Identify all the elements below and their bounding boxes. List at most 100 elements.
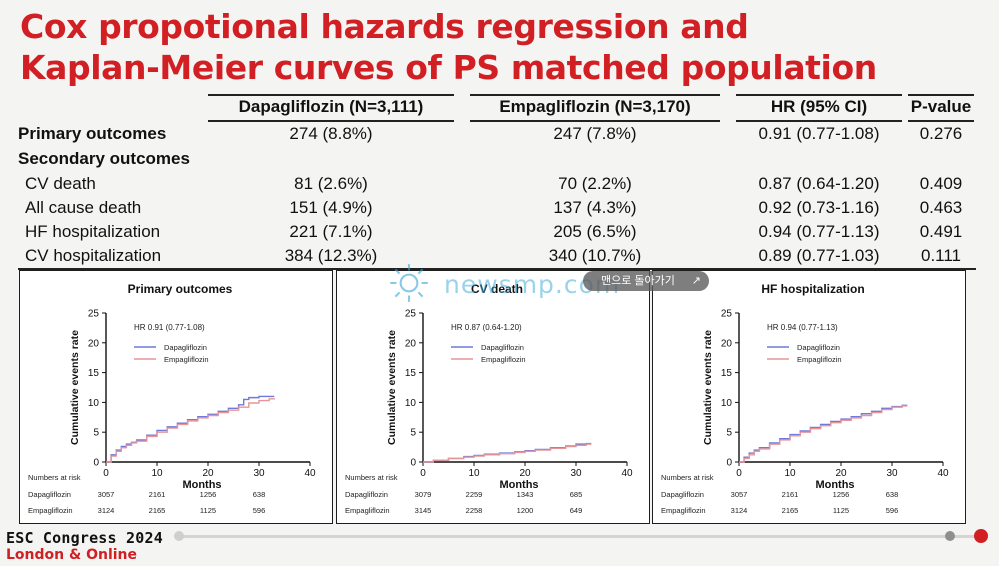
- row-label-all-cause-death: All cause death: [25, 198, 142, 217]
- risk-table-value: 2165: [782, 506, 799, 515]
- risk-table-value: 3079: [415, 490, 432, 499]
- risk-table-value: 2161: [149, 490, 166, 499]
- risk-table-value: 596: [886, 506, 899, 515]
- legend-label: Empagliflozin: [164, 355, 209, 364]
- y-tick-label: 5: [726, 428, 732, 439]
- table-bottom-rule: [18, 268, 976, 270]
- back-to-top-button[interactable]: 맨으로 돌아가기 ↗: [583, 271, 709, 291]
- x-axis-label: Months: [182, 479, 221, 491]
- risk-table-row-label: Dapagliflozin: [28, 490, 71, 499]
- col-header-hr: HR (95% CI): [770, 97, 868, 116]
- row-label-primary: Primary outcomes: [18, 124, 167, 143]
- km-curve-empagliflozin: [423, 443, 592, 463]
- x-tick-label: 30: [253, 468, 265, 479]
- risk-table-value: 2258: [466, 506, 483, 515]
- header-bottom-rule: [736, 120, 902, 122]
- risk-table-value: 3124: [98, 506, 115, 515]
- cell-empa-primary: 247 (7.8%): [553, 124, 637, 143]
- y-tick-label: 15: [721, 368, 733, 379]
- km-panel-hf-hospitalization: HF hospitalization 0 5 10 15 20 25 0 10 20 30 40 Mon…: [652, 270, 966, 524]
- y-tick-label: 15: [405, 368, 417, 379]
- km-curve-empagliflozin: [739, 405, 908, 463]
- row-label-hf-hospitalization: HF hospitalization: [25, 222, 161, 241]
- risk-table-value: 638: [253, 490, 266, 499]
- risk-table-value: 638: [886, 490, 899, 499]
- risk-table-row-label: Dapagliflozin: [345, 490, 388, 499]
- slide-progress-start-dot[interactable]: [174, 531, 184, 541]
- risk-table-value: 1343: [517, 490, 534, 499]
- legend-label: Empagliflozin: [481, 355, 526, 364]
- x-tick-label: 10: [784, 468, 796, 479]
- y-axis-label: Cumulative events rate: [69, 330, 81, 445]
- cell-dapa-primary: 274 (8.8%): [289, 124, 373, 143]
- km-panel-primary: Primary outcomes 0 5 10 15 20 25 0 10 20 30 40 Month…: [19, 270, 333, 524]
- km-chart-cv-death: CV death 0 5 10 15 20 25 0 10 20 30 40 Months Cumulat…: [345, 282, 633, 515]
- y-tick-label: 0: [726, 458, 732, 469]
- slide-progress-dot[interactable]: [945, 531, 955, 541]
- x-tick-label: 0: [103, 468, 109, 479]
- risk-table-value: 3057: [731, 490, 748, 499]
- legend-label: Dapagliflozin: [164, 343, 207, 352]
- outcomes-table: Dapagliflozin (N=3,111) Empagliflozin (N…: [18, 94, 976, 270]
- cell-p-cv-hospitalization: 0.111: [920, 246, 962, 265]
- risk-table-value: 1125: [200, 506, 216, 515]
- cell-hr-all-cause-death: 0.92 (0.73-1.16): [758, 198, 880, 217]
- cell-dapa-hf-hospitalization: 221 (7.1%): [289, 222, 373, 241]
- risk-table-value: 3057: [98, 490, 115, 499]
- km-chart-primary-outcomes: Primary outcomes 0 5 10 15 20 25 0 10 20 30 40 Month…: [28, 282, 316, 515]
- risk-table-value: 2161: [782, 490, 799, 499]
- row-label-cv-death: CV death: [25, 174, 96, 193]
- cell-p-all-cause-death: 0.463: [919, 198, 963, 217]
- y-tick-label: 5: [93, 428, 99, 439]
- legend-label: Empagliflozin: [797, 355, 842, 364]
- x-tick-label: 20: [835, 468, 847, 479]
- watermark-logo-icon: [390, 264, 428, 302]
- slide-progress-current-dot[interactable]: [974, 529, 988, 543]
- cell-hr-primary: 0.91 (0.77-1.08): [758, 124, 880, 143]
- header-top-rule: [736, 94, 902, 96]
- risk-table-row-label: Empagliflozin: [661, 506, 706, 515]
- risk-table-heading: Numbers at risk: [28, 473, 81, 482]
- header-top-rule: [470, 94, 720, 96]
- y-tick-label: 5: [410, 428, 416, 439]
- x-tick-label: 0: [420, 468, 426, 479]
- y-tick-label: 20: [721, 338, 733, 349]
- header-top-rule: [908, 94, 974, 96]
- km-chart-hf-hospitalization: HF hospitalization 0 5 10 15 20 25 0 10 20 30 40 Mon…: [661, 282, 949, 515]
- cell-p-cv-death: 0.409: [919, 174, 963, 193]
- risk-table-row-label: Dapagliflozin: [661, 490, 704, 499]
- cell-hr-cv-hospitalization: 0.89 (0.77-1.03): [758, 246, 880, 265]
- x-tick-label: 10: [151, 468, 163, 479]
- risk-table-value: 3145: [415, 506, 432, 515]
- risk-table-value: 2165: [149, 506, 166, 515]
- cell-empa-hf-hospitalization: 205 (6.5%): [553, 222, 637, 241]
- slide-progress-track[interactable]: [175, 535, 985, 538]
- y-tick-label: 10: [88, 398, 100, 409]
- cell-hr-hf-hospitalization: 0.94 (0.77-1.13): [758, 222, 880, 241]
- km-curve-empagliflozin: [106, 398, 275, 463]
- row-label-secondary: Secondary outcomes: [18, 149, 190, 168]
- y-axis-label: Cumulative events rate: [386, 330, 398, 445]
- cell-empa-cv-hospitalization: 340 (10.7%): [548, 246, 642, 265]
- chart-title: CV death: [471, 282, 523, 296]
- y-tick-label: 15: [88, 368, 100, 379]
- y-tick-label: 10: [405, 398, 417, 409]
- risk-table-value: 1125: [833, 506, 849, 515]
- x-tick-label: 40: [621, 468, 633, 479]
- hr-annotation: HR 0.91 (0.77-1.08): [134, 323, 205, 332]
- cell-empa-all-cause-death: 137 (4.3%): [553, 198, 637, 217]
- cell-dapa-all-cause-death: 151 (4.9%): [289, 198, 373, 217]
- footer-location: London & Online: [6, 547, 137, 563]
- x-tick-label: 10: [468, 468, 480, 479]
- external-link-icon: ↗: [691, 275, 701, 287]
- risk-table-value: 596: [253, 506, 266, 515]
- footer-congress: ESC Congress 2024: [6, 529, 163, 547]
- y-tick-label: 20: [405, 338, 417, 349]
- risk-table-value: 2259: [466, 490, 483, 499]
- km-curve-dapagliflozin: [739, 404, 908, 463]
- col-header-dapagliflozin: Dapagliflozin (N=3,111): [238, 97, 424, 116]
- x-tick-label: 30: [570, 468, 582, 479]
- header-bottom-rule: [208, 120, 454, 122]
- chart-title: HF hospitalization: [761, 282, 864, 296]
- header-bottom-rule: [908, 120, 974, 122]
